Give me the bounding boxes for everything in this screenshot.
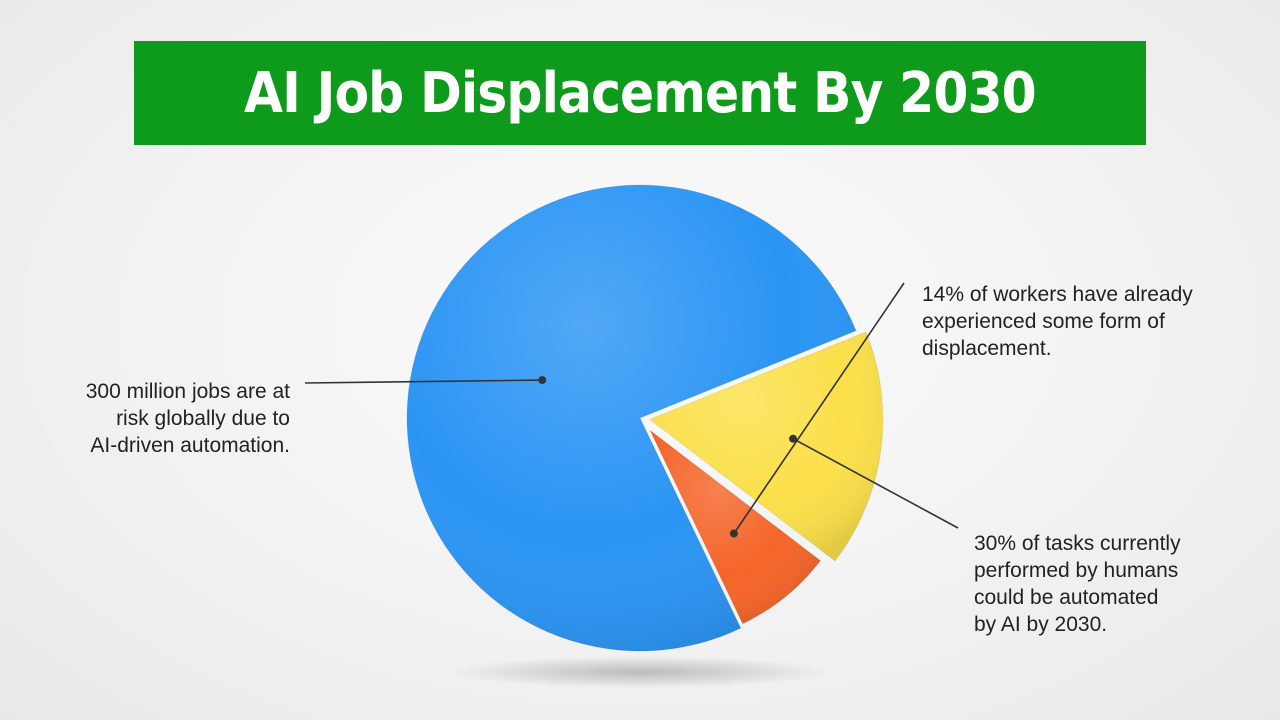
leader-dot-already-displaced: [729, 529, 738, 538]
callout-line: AI-driven automation.: [90, 434, 290, 457]
callout-line: 300 million jobs are at: [85, 380, 290, 403]
leader-line-tasks-automated: [792, 437, 959, 529]
page-title: AI Job Displacement By 2030: [244, 60, 1037, 126]
callout-line: displacement.: [922, 337, 1052, 360]
pie-slice-shading: [649, 332, 883, 561]
leader-line-already-displaced: [733, 282, 905, 535]
callout-line: 14% of workers have already: [922, 283, 1193, 306]
callout-line: could be automated: [974, 586, 1159, 609]
callout-already-displaced: 14% of workers have already experienced …: [922, 281, 1193, 362]
leader-dot-jobs-at-risk: [538, 376, 547, 385]
callout-line: risk globally due to: [116, 407, 290, 430]
callout-tasks-automated: 30% of tasks currently performed by huma…: [974, 530, 1181, 638]
callout-line: experienced some form of: [922, 310, 1165, 333]
pie-slice-shading: [650, 430, 821, 624]
leader-line-jobs-at-risk: [304, 379, 543, 384]
callout-line: 30% of tasks currently: [974, 532, 1181, 555]
pie-shadow: [450, 656, 830, 688]
callout-line: performed by humans: [974, 559, 1179, 582]
leader-dot-tasks-automated: [789, 434, 798, 443]
pie-slice-shading: [406, 185, 857, 652]
callout-jobs-at-risk: 300 million jobs are at risk globally du…: [40, 378, 290, 459]
callout-line: by AI by 2030.: [974, 613, 1108, 636]
title-banner: AI Job Displacement By 2030: [134, 41, 1146, 145]
